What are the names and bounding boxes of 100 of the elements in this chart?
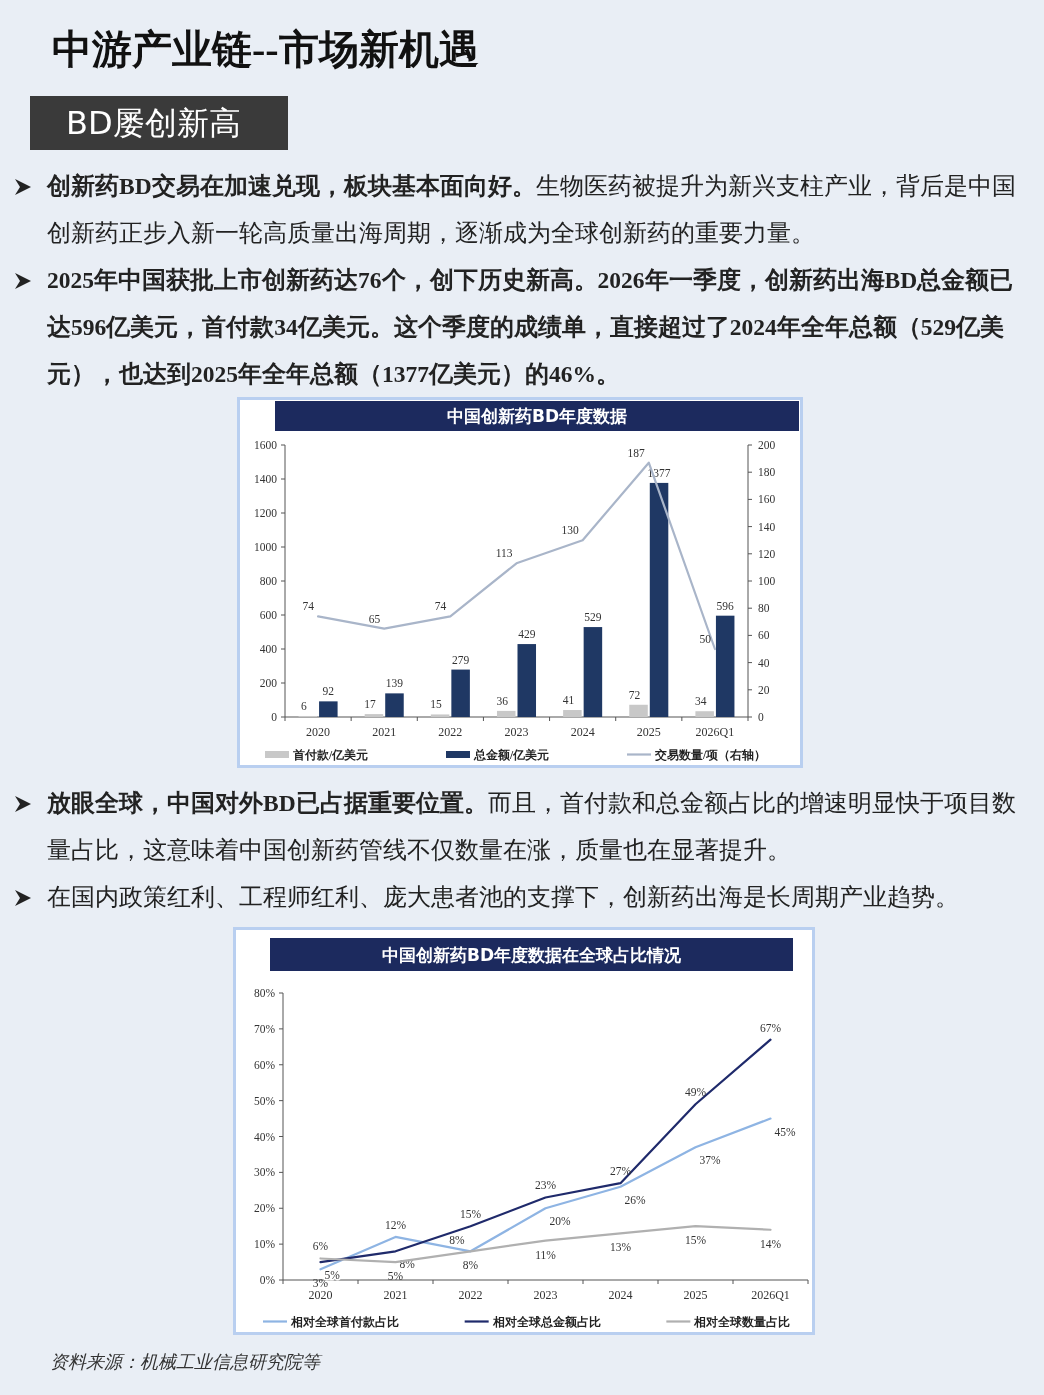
y-tick-label: 30% bbox=[253, 1166, 276, 1179]
y2-tick-label: 200 bbox=[758, 439, 776, 451]
y2-tick-label: 0 bbox=[758, 711, 764, 723]
x-tick-label: 2024 bbox=[570, 725, 595, 739]
y2-tick-label: 140 bbox=[758, 520, 776, 533]
data-label: 130 bbox=[561, 524, 579, 537]
bar bbox=[583, 627, 603, 717]
y-tick-label: 600 bbox=[259, 609, 278, 621]
x-tick-label: 2023 bbox=[533, 1288, 558, 1302]
x-tick-label: 2022 bbox=[438, 725, 463, 739]
data-label: 429 bbox=[518, 628, 536, 641]
y-tick-label: 50% bbox=[253, 1094, 276, 1107]
data-label: 6% bbox=[312, 1240, 329, 1253]
y-tick-label: 1200 bbox=[254, 507, 278, 519]
bar bbox=[715, 615, 735, 717]
x-tick-label: 2020 bbox=[308, 1288, 333, 1302]
data-label: 34 bbox=[694, 695, 707, 708]
data-label: 65 bbox=[368, 612, 381, 625]
y2-tick-label: 100 bbox=[758, 575, 776, 587]
x-tick-label: 2023 bbox=[504, 725, 529, 739]
legend-label: 交易数量/项（右轴） bbox=[654, 748, 767, 762]
data-label: 72 bbox=[628, 688, 641, 701]
data-label: 14% bbox=[759, 1237, 782, 1250]
data-label: 12% bbox=[384, 1218, 407, 1231]
x-tick-label: 2021 bbox=[383, 1288, 408, 1302]
y2-tick-label: 60 bbox=[758, 629, 770, 642]
text: 创新药BD交易在加速兑现，板块基本面向好。生物医药被提升为新兴支柱产业，背后是中国创新药正步入新一轮高质量出海周期，逐渐成为全球创新药的重要力量。 bbox=[47, 173, 1016, 246]
data-label: 20% bbox=[549, 1215, 571, 1228]
data-label: 74 bbox=[302, 600, 315, 613]
y-tick-label: 10% bbox=[253, 1238, 276, 1251]
legend-label: 相对全球数量占比 bbox=[693, 1315, 791, 1329]
data-label: 23% bbox=[534, 1179, 557, 1192]
data-label: 596 bbox=[716, 599, 735, 612]
data-label: 279 bbox=[451, 653, 470, 666]
y-tick-label: 1600 bbox=[254, 439, 278, 451]
y2-tick-label: 180 bbox=[758, 466, 776, 479]
x-tick-label: 2020 bbox=[306, 725, 331, 739]
y-tick-label: 400 bbox=[259, 643, 278, 655]
y-tick-label: 60% bbox=[253, 1058, 276, 1071]
bar bbox=[451, 669, 470, 717]
bar bbox=[695, 711, 714, 717]
data-label: 8% bbox=[449, 1234, 465, 1247]
y2-tick-label: 40 bbox=[758, 656, 770, 669]
y2-tick-label: 20 bbox=[758, 683, 770, 696]
y2-tick-label: 120 bbox=[758, 547, 776, 560]
x-tick-label: 2024 bbox=[608, 1288, 633, 1302]
x-tick-label: 2022 bbox=[458, 1288, 483, 1302]
data-label: 13% bbox=[609, 1241, 632, 1254]
data-label: 15 bbox=[430, 698, 443, 711]
data-label: 6 bbox=[300, 699, 307, 712]
bar bbox=[385, 693, 404, 717]
bar bbox=[629, 704, 648, 717]
y2-tick-label: 160 bbox=[758, 493, 776, 506]
legend-label: 首付款/亿美元 bbox=[292, 748, 369, 761]
text: 在国内政策红利、工程师红利、庞大患者池的支撑下，创新药出海是长周期产业趋势。 bbox=[47, 884, 959, 910]
data-label: 187 bbox=[627, 446, 646, 459]
data-label: 26% bbox=[624, 1193, 646, 1206]
text: 中游产业链--市场新机遇 bbox=[52, 26, 479, 74]
bar bbox=[517, 644, 537, 717]
data-label: 15% bbox=[459, 1208, 482, 1221]
y-tick-label: 1000 bbox=[254, 541, 278, 553]
data-label: 8% bbox=[462, 1259, 479, 1272]
text: 放眼全球，中国对外BD已占据重要位置。而且，首付款和总金额占比的增速明显快于项目数量占比，这意味着中国创新药管线不仅数量在涨，质量也在显著提升。 bbox=[47, 790, 1016, 863]
data-label: 113 bbox=[495, 547, 513, 560]
x-tick-label: 2026Q1 bbox=[751, 1288, 790, 1302]
data-label: 17 bbox=[364, 698, 376, 711]
bar bbox=[364, 714, 384, 717]
legend-label: 相对全球首付款占比 bbox=[290, 1315, 399, 1328]
y-tick-label: 20% bbox=[253, 1202, 276, 1215]
y-tick-label: 0 bbox=[271, 711, 278, 723]
data-label: 92 bbox=[322, 685, 335, 698]
bar bbox=[496, 710, 516, 717]
line-series bbox=[316, 461, 717, 651]
y-tick-label: 1400 bbox=[254, 473, 278, 485]
x-tick-label: 2025 bbox=[683, 1288, 708, 1302]
y-tick-label: 800 bbox=[259, 575, 278, 587]
legend-label: 相对全球总金额占比 bbox=[491, 1315, 601, 1329]
chart-title: 中国创新药BD年度数据 bbox=[446, 406, 628, 426]
data-label: 67% bbox=[759, 1021, 782, 1034]
y-tick-label: 40% bbox=[253, 1130, 276, 1143]
data-label: 36 bbox=[496, 694, 509, 707]
data-label: 50 bbox=[699, 633, 712, 645]
x-tick-label: 2025 bbox=[636, 725, 661, 739]
text: 2025年中国获批上市创新药达76个，创下历史新高。2026年一季度，创新药出海BD总金额已达596亿美元，首付款34亿美元。这个季度的成绩单，直接超过了2024年全年总额（529亿美元），也达到2025年全年总额（1377亿美元）的46%。 bbox=[47, 267, 1014, 387]
data-label: 139 bbox=[385, 677, 404, 690]
data-label: 74 bbox=[434, 600, 447, 613]
data-label: 529 bbox=[584, 611, 602, 624]
data-label: 27% bbox=[609, 1165, 632, 1178]
y-tick-label: 200 bbox=[259, 677, 278, 689]
data-label: 15% bbox=[684, 1234, 707, 1247]
data-label: 41 bbox=[562, 694, 575, 707]
bar bbox=[563, 710, 582, 717]
text: BD屡创新高 bbox=[30, 96, 288, 150]
data-label: 45% bbox=[774, 1125, 796, 1138]
data-label: 49% bbox=[684, 1086, 707, 1099]
chart-title: 中国创新药BD年度数据在全球占比情况 bbox=[381, 944, 683, 965]
data-label: 1377 bbox=[647, 466, 671, 479]
y2-tick-label: 80 bbox=[758, 602, 770, 615]
legend-label: 总金额/亿美元 bbox=[473, 748, 550, 762]
y-tick-label: 80% bbox=[253, 987, 276, 999]
